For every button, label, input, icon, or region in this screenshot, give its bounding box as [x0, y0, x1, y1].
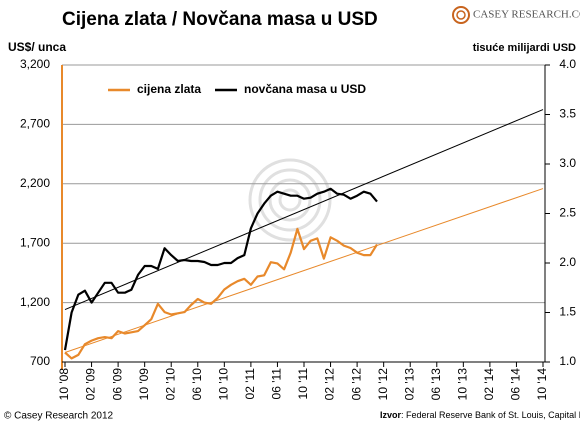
y2-tick-label: 3.5 [559, 107, 576, 121]
copyright: © Casey Research 2012 [4, 411, 114, 422]
source-text: : Federal Reserve Bank of St. Louis, Cap… [401, 410, 580, 420]
trend-line [64, 109, 544, 310]
x-tick-label: 06 '10 [190, 368, 204, 401]
x-tick-label: 02 '14 [482, 368, 496, 401]
y-tick-label: 700 [30, 354, 50, 368]
logo-text: CASEY RESEARCH.COM [473, 9, 580, 21]
y-axis-label: US$/ unca [8, 40, 66, 54]
watermark [248, 158, 332, 242]
y-tick-label: 2,700 [20, 117, 50, 131]
x-tick-label: 02 '11 [243, 368, 257, 400]
source: Izvor: Federal Reserve Bank of St. Louis… [380, 410, 580, 420]
x-tick-label: 10 '11 [296, 368, 310, 400]
x-tick-label: 06 '13 [429, 368, 443, 401]
y-tick-label: 2,200 [20, 176, 50, 190]
y-tick-label: 1,700 [20, 235, 50, 249]
y-tick-label: 3,200 [20, 57, 50, 71]
logo-icon [456, 10, 466, 20]
x-tick-label: 02 '10 [163, 368, 177, 401]
y2-tick-label: 2.0 [559, 255, 576, 269]
x-tick-label: 10 '14 [535, 368, 549, 401]
y-tick-label: 1,200 [20, 295, 50, 309]
x-tick-label: 10 '12 [376, 368, 390, 401]
y2-tick-label: 1.0 [559, 354, 576, 368]
x-tick-label: 10 '09 [137, 368, 151, 401]
legend-label: cijena zlata [137, 82, 201, 96]
chart-title: Cijena zlata / Novčana masa u USD [62, 9, 378, 30]
series-line [63, 187, 378, 351]
y2-tick-label: 2.5 [559, 206, 576, 220]
x-tick-label: 06 '12 [349, 368, 363, 401]
legend-label: novčana masa u USD [244, 82, 366, 96]
y2-tick-label: 4.0 [559, 57, 576, 71]
x-tick-label: 10 '08 [57, 368, 71, 401]
y2-tick-label: 3.0 [559, 156, 576, 170]
x-tick-label: 02 '12 [323, 368, 337, 401]
y2-tick-label: 1.5 [559, 305, 576, 319]
x-tick-label: 02 '09 [84, 368, 98, 401]
logo: CASEY RESEARCH.COM [452, 6, 580, 24]
x-tick-label: 10 '13 [456, 368, 470, 401]
y2-axis-label: tisuće milijardi USD [473, 42, 576, 54]
x-tick-label: 02 '13 [402, 368, 416, 401]
x-tick-label: 06 '11 [270, 368, 284, 400]
logo-icon [452, 6, 470, 24]
x-tick-label: 10 '10 [217, 368, 231, 401]
x-tick-label: 06 '14 [509, 368, 523, 401]
x-tick-label: 06 '09 [110, 368, 124, 401]
source-label: Izvor [380, 410, 402, 420]
series-line [64, 227, 378, 360]
